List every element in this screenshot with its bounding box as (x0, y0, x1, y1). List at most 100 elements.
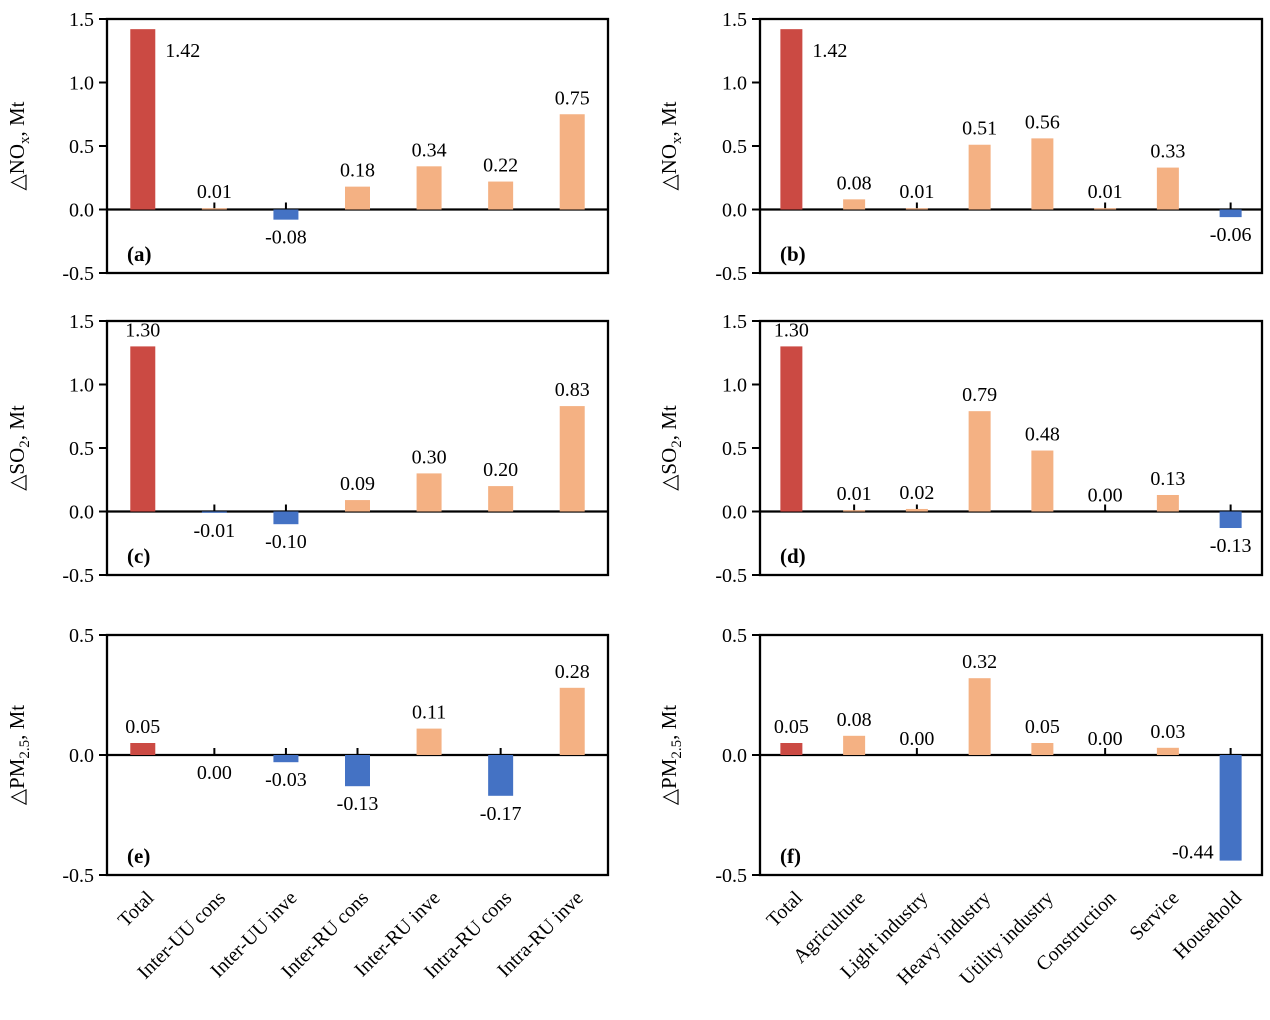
data-label: 0.01 (837, 483, 872, 505)
y-axis-title-suffix: , Mt (657, 101, 681, 136)
panel-b: 1.5 1.0 0.5 0.0 -0.5 1.42 0.08 0.01 0.51 0.56 0.01… (657, 9, 1264, 285)
data-label: 1.30 (125, 319, 160, 341)
y-axis-title-suffix: , Mt (657, 405, 681, 440)
y-axis-title-subscript: 2 (17, 440, 33, 448)
panel-tag: (d) (780, 544, 806, 568)
y-tick-label: 0.5 (69, 136, 94, 158)
y-axis-title-suffix: , Mt (657, 705, 681, 740)
data-label: 0.28 (555, 661, 590, 683)
panel-tag: (e) (127, 844, 150, 868)
y-axis-title-subscript: x (17, 136, 33, 144)
data-label: -0.13 (337, 793, 379, 815)
y-tick-label: 0.0 (722, 502, 747, 524)
bar (968, 411, 991, 512)
data-label: 0.00 (197, 762, 232, 784)
bar (968, 678, 991, 755)
y-axis-title: △SO2, Mt (657, 405, 685, 491)
data-label: 0.01 (899, 181, 934, 203)
y-tick-label: 1.5 (722, 9, 747, 31)
y-tick-label: 0.0 (69, 502, 94, 524)
y-tick-label: 1.0 (722, 375, 747, 397)
y-tick-label: -0.5 (715, 263, 747, 285)
y-tick-label: 0.5 (722, 136, 747, 158)
y-axis-title-main: △NO (657, 144, 681, 190)
data-label: 0.00 (1088, 485, 1123, 507)
bar (345, 186, 370, 210)
bar (968, 144, 991, 210)
data-label: -0.17 (480, 803, 522, 825)
bar (1156, 167, 1179, 210)
y-tick-label: 0.0 (69, 200, 94, 222)
bar (1031, 450, 1054, 512)
y-axis-title-subscript: 2 (669, 440, 685, 448)
bar (1156, 494, 1179, 512)
bar (559, 406, 585, 512)
data-label: 0.51 (962, 118, 997, 140)
bar (843, 199, 866, 210)
data-label: 0.00 (899, 728, 934, 750)
y-axis-title-main: △SO (5, 448, 29, 491)
y-tick-label: 0.5 (722, 438, 747, 460)
bar (905, 208, 928, 210)
category-label: Total (114, 887, 159, 932)
y-tick-label: 0.5 (69, 438, 94, 460)
data-label: -0.06 (1210, 224, 1252, 246)
bar (780, 346, 803, 512)
y-axis-title: △NOx, Mt (657, 101, 685, 190)
data-label: 0.00 (1088, 728, 1123, 750)
y-tick-label: 1.5 (722, 311, 747, 333)
bar (1094, 208, 1117, 210)
data-label: 0.01 (1088, 181, 1123, 203)
y-axis-title-suffix: , Mt (5, 101, 29, 136)
bar (780, 29, 803, 210)
category-label: Household (1169, 887, 1246, 964)
y-tick-label: 0.0 (722, 200, 747, 222)
bar (1219, 755, 1242, 861)
bar (273, 209, 299, 220)
bar (345, 755, 370, 787)
bar (843, 735, 866, 755)
data-label: 0.13 (1150, 468, 1185, 490)
y-tick-label: 1.0 (722, 73, 747, 95)
y-tick-label: 0.5 (722, 625, 747, 647)
data-label: 0.56 (1025, 111, 1060, 133)
panel-tag: (f) (780, 844, 801, 868)
y-axis-title-subscript: 2.5 (669, 740, 685, 759)
y-tick-label: 1.0 (69, 375, 94, 397)
bar (273, 511, 299, 525)
bar (1219, 511, 1242, 529)
bar (488, 755, 514, 796)
bar (130, 346, 156, 512)
bar (1031, 743, 1054, 755)
data-label: 0.03 (1150, 721, 1185, 743)
bar (905, 508, 928, 512)
data-label: 0.01 (197, 181, 232, 203)
y-axis-title-main: △PM (5, 758, 29, 805)
data-label: 1.30 (774, 319, 809, 341)
bar (416, 473, 442, 512)
data-label: -0.01 (194, 520, 236, 542)
data-label: 0.20 (483, 459, 518, 481)
bar (1031, 138, 1054, 210)
data-label: 0.02 (899, 482, 934, 504)
y-tick-label: -0.5 (715, 565, 747, 587)
data-label: -0.08 (265, 227, 307, 249)
data-label: 1.42 (812, 40, 847, 62)
data-label: -0.10 (265, 531, 307, 553)
y-tick-label: -0.5 (62, 263, 94, 285)
data-label: 0.09 (340, 473, 375, 495)
bar (273, 755, 299, 763)
data-label: 0.32 (962, 651, 997, 673)
data-label: 0.11 (412, 702, 446, 724)
y-axis-title: △PM2.5, Mt (657, 705, 685, 805)
data-label: 0.22 (483, 155, 518, 177)
data-label: 0.79 (962, 384, 997, 406)
y-tick-label: 0.0 (722, 745, 747, 767)
data-label: 0.75 (555, 87, 590, 109)
y-axis-title-subscript: 2.5 (17, 740, 33, 759)
bar (130, 743, 156, 755)
y-axis-title-main: △SO (657, 448, 681, 491)
bar (416, 166, 442, 210)
